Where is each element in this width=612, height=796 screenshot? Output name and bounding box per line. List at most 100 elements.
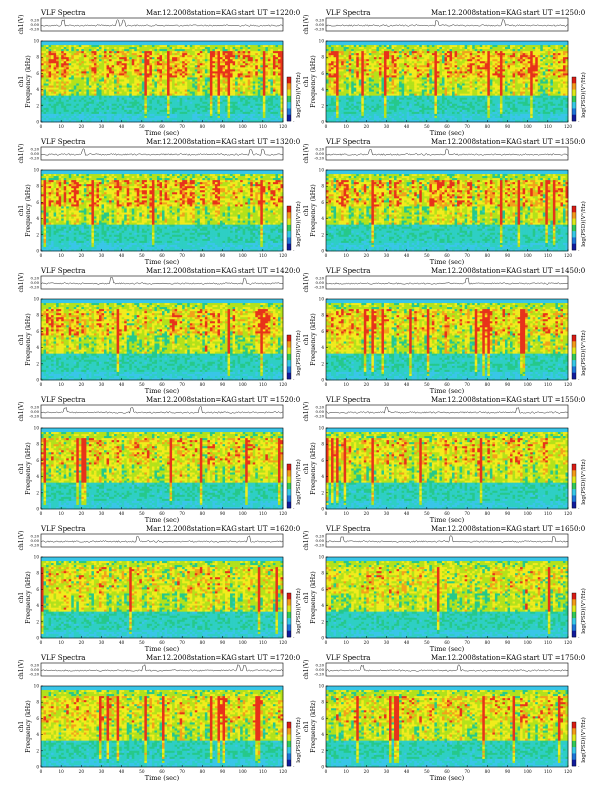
spectrogram-cell	[99, 55, 102, 57]
spectrogram-cell	[44, 65, 47, 67]
spectrogram-cell	[64, 57, 67, 59]
spectrogram-cell	[99, 59, 102, 61]
spectrogram-cell	[215, 41, 218, 43]
spectrogram-cell	[91, 59, 94, 61]
spectrogram-cell	[89, 43, 92, 45]
spectrogram-cell	[91, 63, 94, 65]
spectrogram-cell	[182, 45, 185, 47]
spectrogram-cell	[220, 49, 223, 51]
spectrogram-cell	[144, 59, 147, 61]
spectrogram-cell	[255, 47, 258, 49]
spectrogram-cell	[144, 61, 147, 63]
spectrogram-cell	[230, 61, 233, 63]
spectrogram-cell	[127, 51, 130, 53]
spectrogram-cell	[127, 59, 130, 61]
spectrogram-cell	[89, 57, 92, 59]
spectrogram-cell	[134, 49, 137, 51]
spectrogram-cell	[74, 49, 77, 51]
spectrogram-cell	[162, 43, 165, 45]
spectrogram-cell	[177, 59, 180, 61]
spectrogram-cell	[119, 59, 122, 61]
spectrogram-cell	[64, 45, 67, 47]
spectrogram-cell	[117, 43, 120, 45]
spectrogram-cell	[91, 47, 94, 49]
spectrogram-cell	[207, 45, 210, 47]
spectrogram-cell	[134, 51, 137, 53]
spectrogram-cell	[99, 47, 102, 49]
spectrogram-cell	[81, 57, 84, 59]
spectrogram-cell	[243, 41, 246, 43]
spectrogram-cell	[275, 47, 278, 49]
spectrogram-cell	[129, 41, 132, 43]
spectrogram-cell	[202, 53, 205, 55]
spectrogram-cell	[129, 65, 132, 67]
spectrogram-cell	[195, 41, 198, 43]
spectrogram-cell	[54, 45, 57, 47]
spectrogram-cell	[41, 47, 44, 49]
spectrogram-cell	[167, 63, 170, 65]
spectrogram-cell	[248, 57, 251, 59]
spectrogram-cell	[137, 47, 140, 49]
spectrogram-cell	[132, 47, 135, 49]
spectrogram-cell	[238, 47, 241, 49]
spectrogram-cell	[64, 55, 67, 57]
spectrogram-cell	[268, 55, 271, 57]
spectrogram-cell	[182, 51, 185, 53]
spectrogram-cell	[61, 67, 64, 69]
spectrogram-cell	[81, 41, 84, 43]
spectrogram-cell	[265, 41, 268, 43]
spectrogram-cell	[51, 47, 54, 49]
spectrogram-cell	[102, 55, 105, 57]
spectrogram-cell	[238, 63, 241, 65]
spectrogram-cell	[129, 43, 132, 45]
spectrogram-cell	[217, 53, 220, 55]
spectrogram-cell	[107, 57, 110, 59]
spectrogram-cell	[109, 65, 112, 67]
spectrogram-cell	[89, 47, 92, 49]
spectrogram-cell	[71, 43, 74, 45]
spectrogram-cell	[162, 53, 165, 55]
spectrogram-cell	[102, 49, 105, 51]
spectrogram-cell	[142, 49, 145, 51]
spectrogram-cell	[260, 59, 263, 61]
spectrogram-cell	[124, 47, 127, 49]
spectrogram-cell	[84, 49, 87, 51]
spectrogram-cell	[263, 61, 266, 63]
spectrogram-cell	[273, 53, 276, 55]
spectrogram-cell	[134, 57, 137, 59]
spectrogram-cell	[117, 63, 120, 65]
spectrogram-cell	[61, 45, 64, 47]
spectrogram-cell	[54, 49, 57, 51]
spectrogram-cell	[94, 65, 97, 67]
spectrogram-cell	[74, 55, 77, 57]
spectrogram-cell	[192, 45, 195, 47]
spectrogram-cell	[64, 47, 67, 49]
spectrogram-cell	[223, 53, 226, 55]
spectrogram-cell	[162, 47, 165, 49]
spectrogram-cell	[69, 47, 72, 49]
spectrogram-cell	[273, 43, 276, 45]
spectrogram-cell	[86, 53, 89, 55]
spectrogram-cell	[119, 45, 122, 47]
spectrogram-cell	[49, 61, 52, 63]
spectrogram-cell	[152, 41, 155, 43]
spectrogram-cell	[112, 41, 115, 43]
spectrogram-cell	[96, 47, 99, 49]
spectrogram-cell	[245, 51, 248, 53]
spectrogram-cell	[94, 47, 97, 49]
spectrogram-cell	[273, 55, 276, 57]
spectrogram-cell	[56, 45, 59, 47]
spectrogram-cell	[278, 57, 281, 59]
spectrogram-cell	[185, 49, 188, 51]
panel-date: Mar.12.2008	[146, 9, 191, 17]
spectrogram-cell	[84, 59, 87, 61]
spectrogram-cell	[187, 65, 190, 67]
spectrogram-cell	[202, 41, 205, 43]
spectrogram-cell	[210, 63, 213, 65]
spectrogram-cell	[215, 47, 218, 49]
spectrogram-cell	[104, 65, 107, 67]
spectrogram-cell	[119, 53, 122, 55]
spectrogram-cell	[49, 43, 52, 45]
spectrogram-cell	[260, 41, 263, 43]
spectrogram-cell	[245, 57, 248, 59]
